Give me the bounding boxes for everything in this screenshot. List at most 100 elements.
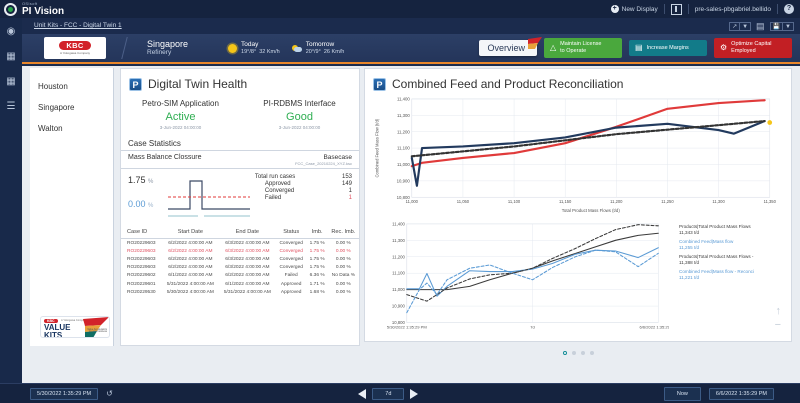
start-time-field[interactable]: 5/30/2022 1:35:29 PM — [30, 387, 99, 400]
table-cell: Approved — [280, 281, 302, 287]
table-cell: 0.00 % — [335, 248, 351, 254]
table-row[interactable]: RO20229603 6/2/2022 4:00:00 AM 6/3/2022 4:… — [121, 255, 359, 263]
stat-label: Approved — [264, 181, 291, 187]
optimize-capital-button[interactable]: ⚙ Optimize Capital Employed — [714, 38, 792, 58]
table-row[interactable]: RO20229603 6/2/2022 4:00:00 AM 6/3/2022 4:… — [121, 239, 359, 248]
previous-arrow-icon[interactable] — [358, 388, 367, 399]
status-timestamp: 3-Jun-2022 04:00:00 — [278, 125, 321, 130]
overview-button[interactable]: Overview — [479, 37, 542, 56]
status-pi-rdbms: PI-RDBMS Interface Good 3-Jun-2022 04:00… — [240, 99, 359, 130]
divider — [777, 4, 778, 14]
pagination-dot[interactable] — [562, 351, 567, 355]
partly-cloudy-icon — [291, 44, 302, 52]
svg-text:11,300: 11,300 — [397, 113, 410, 118]
sidebar-item-singapore[interactable]: Singapore — [38, 103, 75, 112]
table-row[interactable]: RO20229603 6/2/2022 4:00:00 AM 6/3/2022 4:… — [121, 264, 359, 272]
svg-text:10,800: 10,800 — [392, 320, 406, 325]
svg-text:11,200: 11,200 — [610, 199, 623, 204]
site-header: KBC A Yokogawa Company Singapore Refiner… — [22, 34, 800, 64]
table-header-row: Case ID Start Date End Date Status Imb. Rec. … — [121, 227, 359, 239]
legend-item[interactable]: Products|Total Product Mass Flows 11,343… — [679, 224, 783, 236]
trend-legend: Products|Total Product Mass Flows 11,343… — [679, 224, 783, 284]
events-icon[interactable]: ☰ — [6, 101, 16, 112]
pagination-dot[interactable] — [589, 351, 594, 355]
refresh-icon[interactable]: ↺ — [106, 389, 113, 398]
time-toolbar: 5/30/2022 1:35:29 PM ↺ 7d Now 6/6/2022 1… — [0, 383, 800, 403]
site-name: Singapore — [147, 39, 189, 50]
pagination-dot[interactable] — [571, 351, 576, 355]
value-kits-line2: KITS — [44, 330, 63, 338]
breadcrumb[interactable]: Unit Kits - FCC - Digital Twin 1 — [34, 22, 122, 29]
table-cell: RO20229530 — [127, 289, 156, 295]
chart-up-icon: ▤ — [635, 43, 643, 52]
save-tool-icon[interactable]: 💾 ▼ — [769, 22, 794, 31]
sidebar-item-walton[interactable]: Walton — [38, 124, 63, 133]
sidebar-item-houston[interactable]: Houston — [38, 82, 68, 91]
mass-balance-sparkline — [168, 180, 250, 217]
workspace: Houston Singapore Walton KBC A Yokogawa … — [22, 66, 800, 383]
table-cell: 6/2/2022 4:00:00 AM — [168, 256, 213, 262]
help-icon[interactable]: ? — [784, 4, 794, 14]
table-column-header: Imb. — [306, 227, 328, 239]
legend-item[interactable]: Products|Total Product Mass Flows - 11,3… — [679, 254, 783, 266]
scroll-down-icon[interactable]: − — [774, 319, 781, 331]
weather-day-label: Tomorrow — [305, 41, 335, 49]
table-cell: No Data % — [331, 273, 355, 279]
scatter-chart[interactable]: 10,800 10,900 11,000 11,100 11,200 11,300 11,4… — [369, 95, 785, 218]
svg-text:5/30/2022 1:35:29 PM: 5/30/2022 1:35:29 PM — [387, 324, 427, 329]
table-cell: RO20229602 — [127, 273, 156, 279]
kbc-mini-logo: KBC — [44, 319, 58, 323]
table-cell: 0.00 % — [335, 240, 351, 246]
pagination-dot[interactable] — [580, 351, 585, 355]
stat-value: 153 — [341, 174, 352, 180]
maintain-license-button[interactable]: △ Maintain License to Operate — [544, 38, 622, 58]
table-cell: 1.75 % — [309, 240, 325, 246]
end-time-field[interactable]: 6/6/2022 1:35:29 PM — [708, 387, 774, 400]
divider — [663, 4, 665, 14]
pagination-dots[interactable] — [365, 351, 791, 355]
home-icon[interactable]: ◉ — [6, 26, 16, 37]
table-cell: 6/2/2022 4:00:00 AM — [168, 248, 213, 254]
legend-value: 11,343 t/d — [679, 230, 700, 236]
status-row: Petro-SIM Application Active 3-Jun-2022 … — [121, 99, 359, 130]
table-row[interactable]: RO20229603 6/2/2022 4:00:00 AM 6/3/2022 4:… — [121, 247, 359, 255]
legend-label: Products|Total Product Mass Flows - — [679, 253, 754, 259]
trend-tool-icon[interactable]: ↗ ▼ — [729, 22, 752, 31]
now-button[interactable]: Now — [663, 386, 701, 401]
legend-value: 11,388 t/d — [679, 259, 700, 265]
stat-value: 1 — [348, 188, 352, 194]
weather-wind: 32 Km/h — [259, 48, 280, 55]
grid-icon[interactable]: ▦ — [6, 51, 16, 62]
columns-tool-icon[interactable]: ▤ — [756, 21, 765, 31]
time-range-field[interactable]: 7d — [372, 387, 405, 400]
action-label-1: Increase Margins — [646, 44, 689, 51]
layout-toggle-icon[interactable] — [670, 3, 682, 15]
legend-item[interactable]: Combined Feed|Mass flow - Reconci 11,221… — [679, 269, 783, 281]
status-name: Petro-SIM Application — [142, 99, 219, 108]
legend-item[interactable]: Combined Feed|Mass flow 11,255 t/d — [679, 239, 783, 251]
basecase-label: Basecase — [323, 154, 352, 161]
new-display-button[interactable]: + New Display — [610, 5, 658, 13]
table-row[interactable]: RO20229602 6/1/2022 4:00:00 AM 6/2/2022 4:… — [121, 272, 359, 280]
legend-label: Products|Total Product Mass Flows — [679, 224, 751, 229]
user-name-label[interactable]: pre-sales-pbgabriel.bellido — [694, 5, 771, 13]
next-arrow-icon[interactable] — [410, 388, 419, 399]
status-timestamp: 3-Jun-2022 04:00:00 — [159, 125, 202, 130]
scroll-up-icon[interactable]: ↑ — [775, 305, 782, 317]
trend-chart[interactable]: 10,800 10,900 11,000 11,100 11,200 11,300 11,4… — [369, 220, 785, 343]
topbar-actions: + New Display pre-sales-pbgabriel.bellid… — [610, 3, 800, 15]
kbc-logo-text: KBC — [59, 41, 91, 50]
action-label-2: Employed — [731, 48, 756, 54]
table-cell: 6/2/2022 4:00:00 AM — [168, 240, 213, 246]
table-row[interactable]: RO20229601 5/31/2022 4:00:00 AM 6/1/2022 4… — [121, 280, 359, 288]
display-tools: ↗ ▼ ▤ 💾 ▼ — [729, 21, 794, 32]
status-value: Good — [286, 111, 313, 123]
weather-tomorrow: Tomorrow 20°/9° 26 Km/h — [291, 41, 344, 55]
assets-icon[interactable]: ▦ — [6, 76, 16, 87]
header-actions: Overview △ Maintain License to Operate ▤… — [479, 37, 800, 58]
brand-small-label: OSIsoft — [22, 0, 38, 6]
mass-balance-header: Mass Balance Clossure Basecase FCC_Case_… — [121, 150, 359, 169]
increase-margins-button[interactable]: ▤ Increase Margins — [629, 40, 707, 56]
table-row[interactable]: RO20229530 5/30/2022 4:00:00 AM 5/31/2022 … — [121, 288, 359, 296]
